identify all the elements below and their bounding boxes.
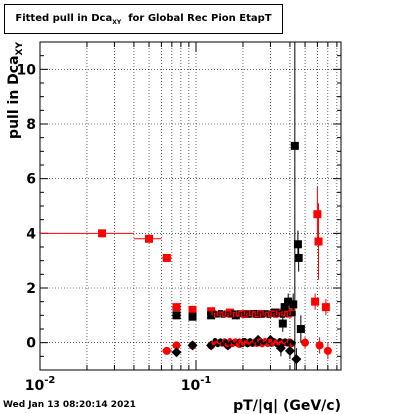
data-point — [284, 297, 293, 306]
data-point — [290, 141, 299, 150]
data-point — [98, 229, 107, 238]
data-point — [188, 312, 197, 321]
data-point — [294, 253, 303, 262]
data-point — [296, 325, 305, 333]
data-point — [162, 346, 171, 355]
data-point — [207, 311, 216, 320]
data-point — [315, 341, 324, 350]
data-point — [278, 319, 287, 328]
data-point — [188, 305, 197, 314]
data-point — [311, 297, 320, 306]
data-point — [323, 346, 332, 355]
data-point — [313, 210, 322, 219]
data-layer — [40, 42, 332, 370]
y-tick-label: 2 — [26, 281, 36, 297]
y-tick-label: 4 — [26, 226, 36, 242]
data-point — [172, 311, 181, 320]
chart-title: Fitted pull in DcaXY for Global Rec Pion… — [15, 12, 272, 26]
data-point-dense — [290, 311, 296, 317]
data-point — [301, 338, 310, 347]
y-tick-label: 6 — [26, 172, 36, 188]
data-point — [162, 253, 171, 262]
x-tick-label: 10-2 — [25, 375, 56, 394]
x-tick-label: 10-1 — [181, 375, 212, 394]
data-point — [289, 300, 298, 309]
x-axis-label: pT/|q| (GeV/c) — [233, 398, 341, 414]
y-tick-label: 0 — [26, 336, 36, 352]
plot-area — [40, 42, 341, 370]
chart-title-box: Fitted pull in DcaXY for Global Rec Pion… — [4, 4, 283, 34]
y-tick-label: 10 — [17, 62, 37, 78]
data-point — [280, 303, 289, 312]
data-point — [314, 237, 323, 246]
data-point — [207, 307, 216, 316]
y-axis-label: pull in DcaXY — [6, 42, 25, 139]
data-point — [145, 234, 154, 243]
data-point — [171, 347, 182, 358]
data-point — [293, 240, 302, 249]
timestamp: Wed Jan 13 08:20:14 2021 — [3, 400, 136, 410]
data-point — [321, 303, 330, 312]
data-point — [172, 303, 181, 312]
data-point — [172, 341, 181, 350]
y-tick-label: 8 — [26, 117, 36, 133]
data-point — [284, 345, 295, 356]
data-point — [187, 340, 198, 351]
data-point-dense — [290, 340, 296, 346]
data-point — [291, 354, 302, 365]
